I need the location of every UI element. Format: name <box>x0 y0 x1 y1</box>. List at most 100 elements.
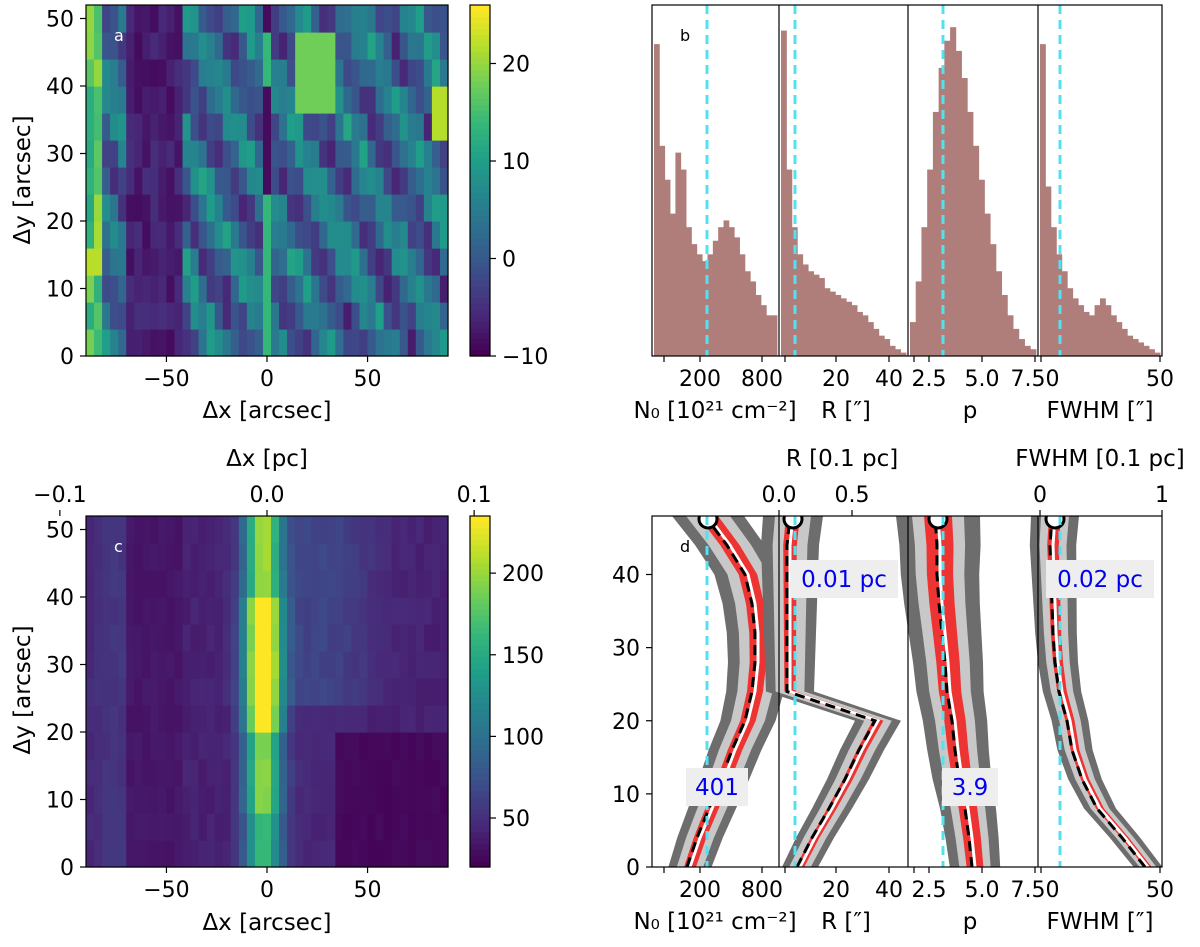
heatmap-cell <box>431 786 441 814</box>
heatmap-cell <box>279 32 288 60</box>
heatmap-cell <box>142 624 151 652</box>
heatmap-cell <box>118 570 127 598</box>
colorbar-segment <box>470 309 490 316</box>
heatmap-cell <box>271 140 280 168</box>
heatmap-cell <box>287 167 296 195</box>
heatmap-cell <box>375 59 385 87</box>
heatmap-cell <box>327 678 336 706</box>
heatmap-cell <box>214 167 224 195</box>
heatmap-cell <box>190 813 200 841</box>
heatmap-cell <box>351 86 361 114</box>
heatmap-cell <box>86 86 95 114</box>
heatmap-cell <box>94 221 103 249</box>
x-tick-label: −50 <box>143 878 189 903</box>
heatmap-cell <box>110 275 119 303</box>
colorbar-segment <box>470 562 490 570</box>
heatmap-cell <box>246 624 256 652</box>
heatmap-cell <box>142 813 151 841</box>
heatmap-cell <box>206 651 216 679</box>
heatmap-cell <box>375 275 385 303</box>
heatmap-cell <box>94 5 103 33</box>
heatmap-cell <box>399 543 409 571</box>
x-tick-label: 20 <box>822 367 850 392</box>
histogram-bar <box>1110 315 1117 356</box>
histogram-bar <box>1083 311 1090 356</box>
heatmap-cell <box>142 759 151 787</box>
heatmap-cell <box>238 59 248 87</box>
heatmap-cell <box>166 840 176 868</box>
heatmap-cell <box>238 759 248 787</box>
colorbar-segment <box>470 104 490 111</box>
heatmap-cell <box>271 86 280 114</box>
heatmap-cell <box>206 678 216 706</box>
heatmap-cell <box>126 678 135 706</box>
colorbar-segment <box>470 28 490 35</box>
heatmap-cell <box>271 678 280 706</box>
histogram-bar <box>702 261 708 356</box>
colorbar-segment <box>470 744 490 751</box>
heatmap-cell <box>214 732 224 760</box>
colorbar-segment <box>470 673 490 681</box>
heatmap-cell <box>431 624 441 652</box>
heatmap-cell <box>94 543 103 571</box>
heatmap-cell <box>407 32 417 60</box>
histogram-bar <box>932 111 940 356</box>
heatmap-cell <box>375 597 385 625</box>
heatmap-cell <box>198 113 208 141</box>
heatmap-cell <box>190 302 200 330</box>
heatmap-cell <box>335 59 345 87</box>
histogram-bar <box>961 78 968 357</box>
colorbar-segment <box>470 720 490 728</box>
heatmap-cell <box>295 167 304 195</box>
heatmap-cell <box>287 570 296 598</box>
heatmap-cell <box>351 275 361 303</box>
histogram-bar <box>1013 328 1020 356</box>
colorbar-segment <box>470 221 490 228</box>
heatmap-cell <box>190 167 200 195</box>
heatmap-cell <box>375 32 385 60</box>
heatmap-cell <box>327 32 336 60</box>
colorbar-segment <box>470 151 490 158</box>
heatmap-cell <box>367 32 377 60</box>
heatmap-cell <box>118 543 127 571</box>
histogram-bar <box>744 271 751 356</box>
heatmap-cell <box>311 840 320 868</box>
colorbar-segment <box>470 34 490 41</box>
heatmap-cell <box>271 302 280 330</box>
heatmap-cell <box>126 248 135 276</box>
colorbar-segment <box>470 180 490 187</box>
x-tick-label: 50 <box>354 367 382 392</box>
histogram-bar <box>696 254 703 356</box>
colorbar-segment <box>470 5 490 12</box>
heatmap-cell <box>262 759 272 787</box>
heatmap-cell <box>271 221 280 249</box>
heatmap-cell <box>335 570 345 598</box>
colorbar-segment <box>470 773 490 780</box>
heatmap-cell <box>102 113 111 141</box>
heatmap-cell <box>158 167 168 195</box>
heatmap-cell <box>94 651 103 679</box>
heatmap-cell <box>359 651 369 679</box>
heatmap-cell <box>190 651 200 679</box>
heatmap-cell <box>110 759 119 787</box>
colorbar-segment <box>470 796 490 804</box>
heatmap-cell <box>262 516 272 544</box>
heatmap-cell <box>222 302 232 330</box>
heatmap-cell <box>182 248 192 276</box>
heatmap-cell <box>335 86 345 114</box>
heatmap-cell <box>86 5 95 33</box>
heatmap-cell <box>214 624 224 652</box>
heatmap-cell <box>246 59 256 87</box>
heatmap-cell <box>375 140 385 168</box>
heatmap-cell <box>343 570 353 598</box>
heatmap-cell <box>279 543 288 571</box>
heatmap-cell <box>134 59 143 87</box>
colorbar-segment <box>470 168 490 176</box>
heatmap-cell <box>271 705 280 733</box>
histogram-bar <box>900 352 907 356</box>
heatmap-cell <box>279 275 288 303</box>
heatmap-cell <box>335 840 345 868</box>
heatmap-cell <box>415 813 425 841</box>
heatmap-cell <box>86 59 95 87</box>
heatmap-cell <box>142 840 151 868</box>
